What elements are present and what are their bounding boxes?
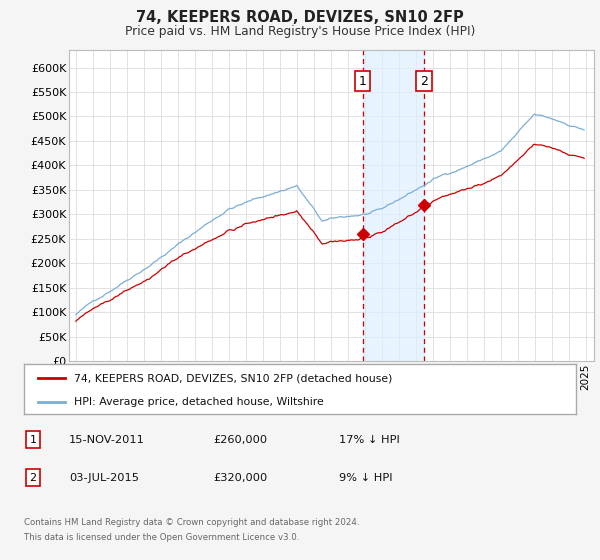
- Text: 17% ↓ HPI: 17% ↓ HPI: [339, 435, 400, 445]
- Text: 9% ↓ HPI: 9% ↓ HPI: [339, 473, 392, 483]
- Text: Price paid vs. HM Land Registry's House Price Index (HPI): Price paid vs. HM Land Registry's House …: [125, 25, 475, 38]
- Text: Contains HM Land Registry data © Crown copyright and database right 2024.: Contains HM Land Registry data © Crown c…: [24, 518, 359, 527]
- Text: 74, KEEPERS ROAD, DEVIZES, SN10 2FP: 74, KEEPERS ROAD, DEVIZES, SN10 2FP: [136, 10, 464, 25]
- Text: This data is licensed under the Open Government Licence v3.0.: This data is licensed under the Open Gov…: [24, 533, 299, 542]
- Text: 2: 2: [420, 74, 428, 88]
- Text: £260,000: £260,000: [213, 435, 267, 445]
- Text: 2: 2: [29, 473, 37, 483]
- Text: 74, KEEPERS ROAD, DEVIZES, SN10 2FP (detached house): 74, KEEPERS ROAD, DEVIZES, SN10 2FP (det…: [74, 373, 392, 383]
- Text: 1: 1: [359, 74, 367, 88]
- Text: £320,000: £320,000: [213, 473, 267, 483]
- Text: HPI: Average price, detached house, Wiltshire: HPI: Average price, detached house, Wilt…: [74, 397, 323, 407]
- Text: 1: 1: [29, 435, 37, 445]
- Bar: [362, 50, 424, 361]
- Text: 03-JUL-2015: 03-JUL-2015: [69, 473, 139, 483]
- Text: 15-NOV-2011: 15-NOV-2011: [69, 435, 145, 445]
